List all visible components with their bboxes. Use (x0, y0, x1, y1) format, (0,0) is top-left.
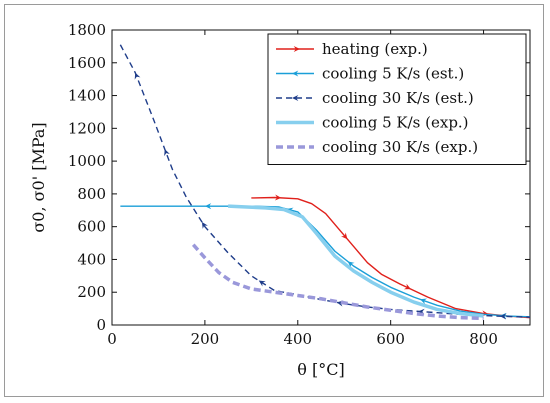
legend-arrow (292, 70, 299, 77)
x-axis-label: θ [°C] (297, 360, 344, 379)
plot-series-group (119, 44, 530, 321)
y-tick-label: 600 (77, 218, 106, 236)
legend-entry: cooling 30 K/s (est.) (322, 89, 474, 107)
y-tick-label: 400 (77, 250, 106, 268)
series-line-0 (251, 196, 530, 319)
x-tick-label: 800 (469, 330, 498, 348)
legend-entry: cooling 5 K/s (exp.) (322, 114, 469, 132)
legend-arrow (292, 94, 299, 102)
series-arrow-1 (420, 298, 427, 305)
y-tick-label: 1800 (68, 21, 106, 39)
y-tick-label: 1000 (68, 152, 106, 170)
series-line-4 (191, 243, 484, 321)
y-tick-label: 0 (96, 316, 106, 334)
legend-box (267, 33, 527, 165)
x-tick-label: 400 (283, 330, 312, 348)
series-arrow-0 (403, 283, 411, 290)
plot-area-border (111, 29, 531, 326)
series-arrow-2 (258, 280, 266, 287)
x-tick-label: 200 (191, 330, 220, 348)
y-tick-label: 1600 (68, 54, 106, 72)
series-arrow-0 (274, 194, 282, 201)
series-line-3 (228, 204, 484, 318)
y-tick-label: 1400 (68, 87, 106, 105)
series-arrow-2 (164, 149, 170, 157)
series-arrow-2 (500, 313, 507, 320)
legend-entry: cooling 30 K/s (exp.) (322, 138, 478, 156)
legend-arrow (293, 45, 300, 53)
y-tick-label: 800 (77, 185, 106, 203)
legend-entry: heating (exp.) (322, 40, 428, 58)
y-tick-label: 200 (77, 283, 106, 301)
series-arrow-1 (347, 261, 355, 268)
series-arrow-0 (341, 232, 348, 240)
y-tick-label: 1200 (68, 119, 106, 137)
series-arrow-1 (204, 203, 212, 210)
series-arrow-2 (201, 221, 208, 229)
series-arrow-2 (134, 72, 141, 80)
x-tick-label: 600 (376, 330, 405, 348)
y-axis-label: σ0, σ0' [MPa] (29, 122, 48, 232)
legend-entry: cooling 5 K/s (est.) (322, 65, 464, 83)
x-tick-label: 0 (107, 330, 117, 348)
